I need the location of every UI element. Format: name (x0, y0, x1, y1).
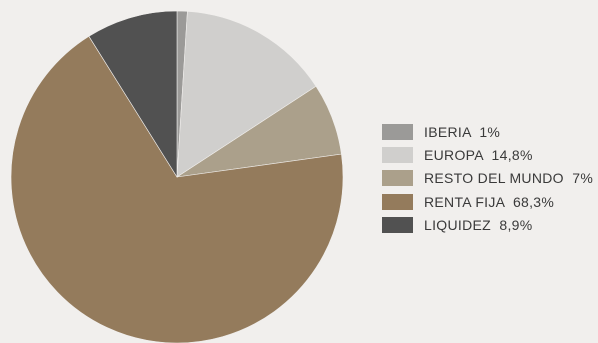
pie-slice-europa (176, 11, 317, 178)
legend-value-europa: 14,8% (491, 147, 533, 164)
pie-slice-liquidez (88, 10, 178, 179)
legend-swatch-renta-fija (382, 193, 413, 210)
pie-chart (10, 10, 344, 343)
legend-item-europa: EUROPA 14,8% (382, 143, 593, 166)
legend-label-iberia: IBERIA (424, 123, 471, 140)
legend-value-renta-fija: 68,3% (512, 193, 555, 210)
legend-swatch-europa (382, 147, 413, 164)
legend-label-europa: EUROPA (424, 147, 484, 164)
legend-value-iberia: 1% (479, 123, 501, 140)
legend-label-renta-fija: RENTA FIJA (424, 193, 505, 210)
legend-swatch-liquidez (382, 217, 413, 234)
legend-label-liquidez: LIQUIDEZ (424, 217, 491, 234)
legend-item-iberia: IBERIA 1% (382, 120, 593, 143)
legend-label-resto-del-mundo: RESTO DEL MUNDO (424, 170, 564, 187)
legend-item-resto-del-mundo: RESTO DEL MUNDO 7% (382, 167, 593, 190)
legend-swatch-iberia (382, 123, 413, 140)
pie-slice-renta-fija (10, 35, 344, 343)
legend-item-liquidez: LIQUIDEZ 8,9% (382, 214, 593, 237)
legend-swatch-resto-del-mundo (382, 170, 413, 187)
legend-value-resto-del-mundo: 7% (572, 170, 594, 187)
chart-legend: IBERIA 1% EUROPA 14,8% RESTO DEL MUNDO 7… (382, 120, 593, 237)
legend-item-renta-fija: RENTA FIJA 68,3% (382, 190, 593, 213)
legend-value-liquidez: 8,9% (499, 217, 533, 234)
